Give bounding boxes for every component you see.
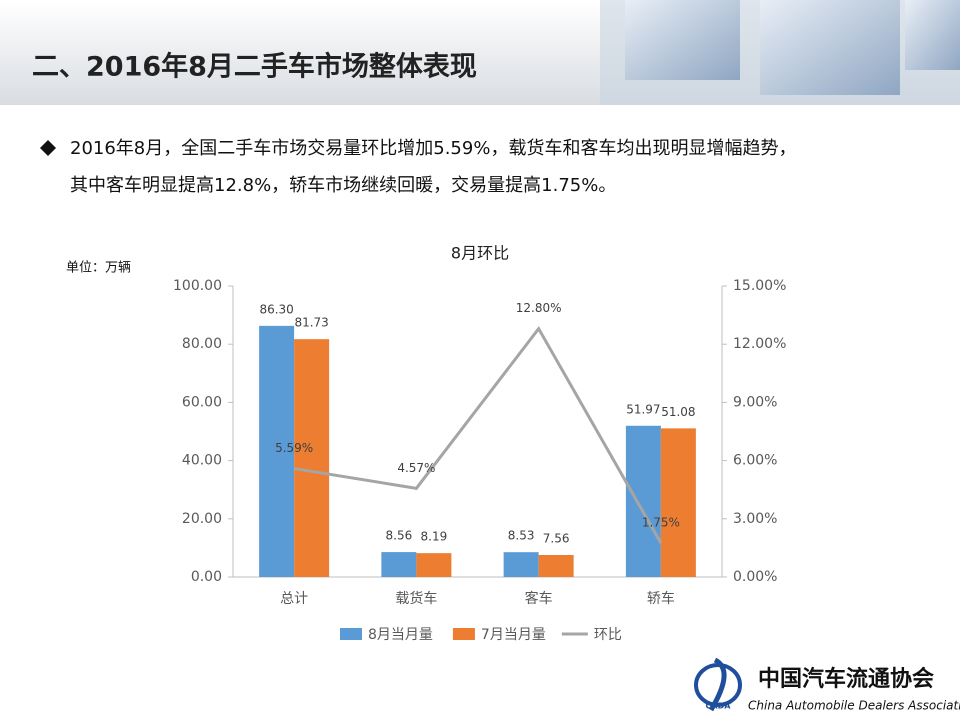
data-label: 1.75% [642,516,680,530]
data-label: 81.73 [294,316,328,330]
legend-swatch [340,628,362,640]
header-cube [905,0,960,70]
unit-label: 单位：万辆 [66,261,131,276]
y-tick-label: 60.00 [182,394,222,410]
header-cube [625,0,740,80]
data-label: 86.30 [259,302,293,316]
y2-tick-label: 6.00% [733,453,777,469]
bar [294,339,330,577]
data-label: 8.53 [508,529,535,543]
bullet-text: 2016年8月，全国二手车市场交易量环比增加5.59%，载货车和客车均出现明显增… [70,138,796,159]
bar [625,425,661,577]
data-label: 51.97 [626,402,660,416]
y2-tick-label: 9.00% [733,394,777,410]
logo-name-cn: 中国汽车流通协会 [758,666,934,692]
y-tick-label: 20.00 [182,511,222,527]
y-tick-label: 100.00 [173,278,222,294]
bullet-text: 其中客车明显提高12.8%，轿车市场继续回暖，交易量提高1.75%。 [70,175,616,196]
y2-tick-label: 15.00% [733,278,786,294]
y2-tick-label: 12.00% [733,336,786,352]
x-tick-label: 轿车 [647,590,675,607]
chart-title: 8月环比 [451,244,509,263]
logo-abbr: CADA [706,702,732,711]
bar [416,553,452,577]
y-tick-label: 40.00 [182,453,222,469]
x-tick-label: 客车 [525,590,553,607]
y-tick-label: 0.00 [191,569,222,585]
bar [381,552,417,577]
header-cube [760,0,900,95]
logo: CADA 中国汽车流通协会 China Automobile Dealers A… [694,657,960,713]
x-tick-label: 载货车 [395,590,437,607]
legend-swatch [452,628,475,640]
bullet-icon [40,140,56,156]
x-tick-label: 总计 [280,591,308,607]
data-label: 7.56 [543,532,570,546]
data-label: 51.08 [661,405,695,419]
legend-label: 环比 [594,627,622,643]
y2-tick-label: 3.00% [733,511,777,527]
data-label: 4.57% [397,461,435,475]
y-tick-label: 80.00 [182,336,222,352]
data-label: 12.80% [516,301,562,315]
y2-tick-label: 0.00% [733,569,777,585]
legend-label: 8月当月量 [368,627,433,643]
bar [259,325,295,577]
bar [538,555,574,577]
logo-name-en: China Automobile Dealers Association [748,699,960,713]
logo-swoosh [708,657,727,712]
data-label: 8.56 [386,529,413,543]
legend-label: 7月当月量 [481,627,546,643]
page-title: 二、2016年8月二手车市场整体表现 [32,51,477,83]
data-label: 5.59% [275,441,313,455]
bar [503,552,539,577]
bar [660,428,696,577]
line [293,325,663,544]
data-label: 8.19 [421,530,448,544]
